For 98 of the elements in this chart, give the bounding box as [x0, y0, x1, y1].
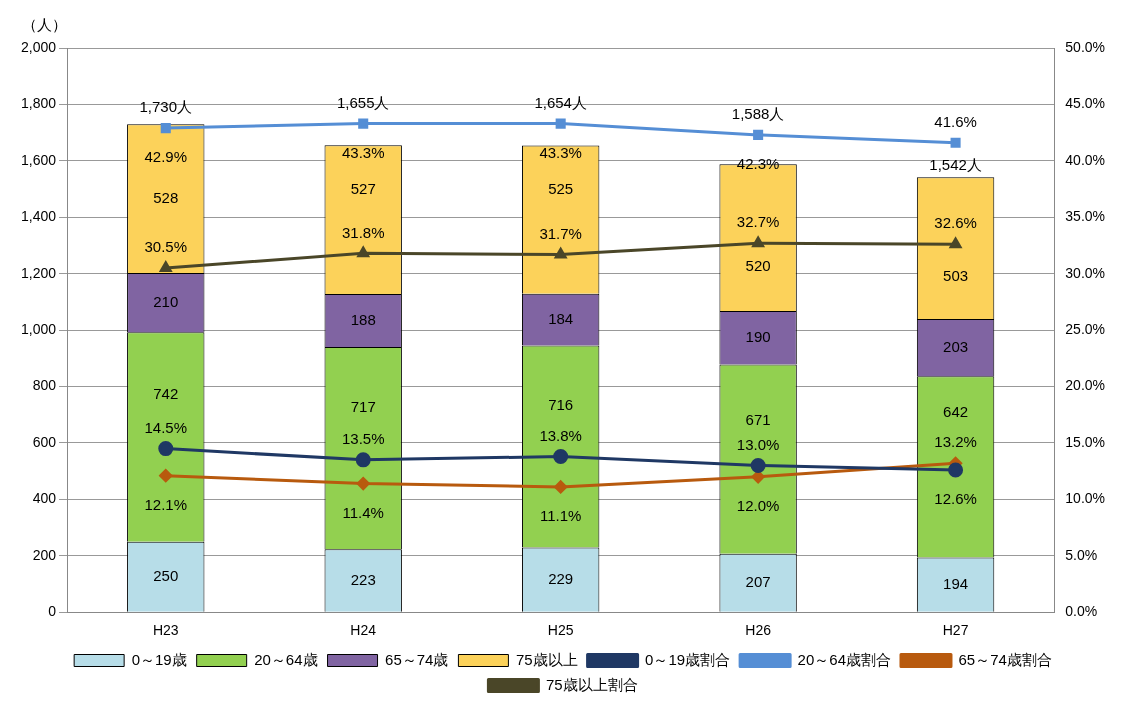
data-label: 527 — [350, 180, 376, 198]
y2-tick-label: 25.0% — [1065, 320, 1106, 337]
point — [160, 123, 171, 134]
y2-tick-label: 45.0% — [1065, 95, 1106, 112]
data-label: 642 — [943, 402, 969, 420]
point — [553, 448, 569, 464]
total-label: 1,730人 — [139, 98, 193, 116]
x-tick-label: H25 — [547, 622, 574, 639]
x-tick-label: H23 — [152, 622, 179, 639]
data-label: 13.2% — [934, 433, 977, 451]
y-tick-label: 1,400 — [20, 208, 57, 225]
point — [751, 470, 765, 484]
y-tick-label: 1,800 — [20, 95, 57, 112]
y2-tick-label: 20.0% — [1065, 377, 1106, 394]
data-label: 188 — [350, 310, 376, 328]
y2-tick-label: 0.0% — [1065, 603, 1098, 620]
point — [358, 118, 369, 129]
y-axis-title: （人） — [22, 16, 67, 34]
point — [159, 469, 173, 483]
data-label: 43.3% — [539, 143, 582, 161]
data-label: 716 — [548, 396, 574, 414]
point — [355, 452, 371, 468]
y-tick-label: 400 — [32, 490, 57, 507]
data-label: 742 — [153, 385, 179, 403]
y-tick-label: 0 — [48, 603, 57, 620]
legend-label: 20～64歳割合 — [797, 650, 891, 668]
total-label: 1,654人 — [534, 93, 587, 111]
data-label: 13.0% — [736, 435, 780, 453]
data-label: 11.1% — [539, 507, 582, 525]
y2-tick-label: 15.0% — [1065, 433, 1106, 450]
point — [753, 129, 764, 140]
data-label: 184 — [548, 309, 574, 327]
y2-tick-label: 50.0% — [1065, 38, 1106, 55]
point — [948, 462, 964, 478]
data-label: 13.5% — [341, 430, 385, 448]
y2-tick-label: 10.0% — [1065, 490, 1106, 507]
legend-label: 65～74歳 — [385, 650, 449, 668]
y2-tick-label: 30.0% — [1065, 264, 1106, 281]
data-label: 671 — [745, 411, 771, 429]
total-label: 1,588人 — [731, 105, 785, 123]
data-label: 14.5% — [144, 418, 188, 436]
data-label: 250 — [153, 566, 179, 584]
data-label: 203 — [943, 337, 969, 355]
y-tick-label: 1,600 — [20, 151, 57, 168]
data-label: 13.8% — [539, 426, 582, 444]
data-label: 229 — [548, 569, 574, 587]
y2-tick-label: 40.0% — [1065, 151, 1106, 168]
legend-label: 75歳以上 — [515, 650, 578, 668]
data-label: 520 — [745, 257, 771, 275]
point — [949, 237, 962, 249]
data-label: 210 — [153, 292, 179, 310]
y2-tick-label: 5.0% — [1065, 546, 1098, 563]
data-label: 32.6% — [934, 214, 977, 232]
data-label: 41.6% — [934, 112, 977, 130]
data-label: 31.8% — [341, 223, 385, 241]
y-tick-label: 2,000 — [20, 38, 57, 55]
data-label: 12.6% — [934, 490, 977, 508]
data-label: 12.1% — [144, 495, 188, 513]
total-label: 1,542人 — [929, 156, 982, 174]
point — [159, 261, 172, 273]
data-label: 223 — [350, 570, 376, 588]
y-tick-label: 1,200 — [20, 264, 57, 281]
y-tick-label: 1,000 — [20, 320, 57, 337]
data-label: 503 — [943, 266, 969, 284]
data-label: 11.4% — [342, 503, 384, 521]
total-label: 1,655人 — [336, 93, 390, 111]
legend-label: 20～64歳 — [254, 650, 318, 668]
point — [750, 458, 766, 474]
data-label: 528 — [153, 188, 179, 206]
data-label: 32.7% — [736, 213, 780, 231]
point — [752, 236, 764, 248]
data-label: 525 — [548, 180, 574, 198]
data-label: 43.3% — [341, 143, 385, 161]
data-label: 31.7% — [539, 224, 582, 242]
point — [555, 118, 566, 129]
legend-label: 75歳以上割合 — [545, 675, 638, 693]
point — [554, 480, 568, 494]
data-label: 717 — [350, 397, 376, 415]
data-label: 42.9% — [144, 148, 188, 166]
x-tick-label: H26 — [745, 622, 772, 639]
legend-label: 65～74歳割合 — [958, 650, 1052, 668]
point — [356, 477, 370, 491]
y-tick-label: 800 — [32, 377, 57, 394]
y-tick-label: 200 — [32, 546, 57, 563]
data-label: 30.5% — [144, 238, 188, 256]
point — [158, 441, 174, 457]
legend-label: 0～19歳割合 — [645, 650, 731, 668]
point — [950, 137, 961, 148]
data-label: 207 — [745, 572, 771, 590]
data-label: 12.0% — [736, 496, 780, 514]
point — [357, 246, 370, 258]
y-tick-label: 600 — [32, 433, 57, 450]
data-label: 190 — [745, 327, 771, 345]
x-tick-label: H24 — [350, 622, 377, 639]
x-tick-label: H27 — [942, 622, 969, 639]
legend-label: 0～19歳 — [131, 650, 187, 668]
y2-tick-label: 35.0% — [1065, 208, 1106, 225]
data-label: 194 — [943, 574, 969, 592]
